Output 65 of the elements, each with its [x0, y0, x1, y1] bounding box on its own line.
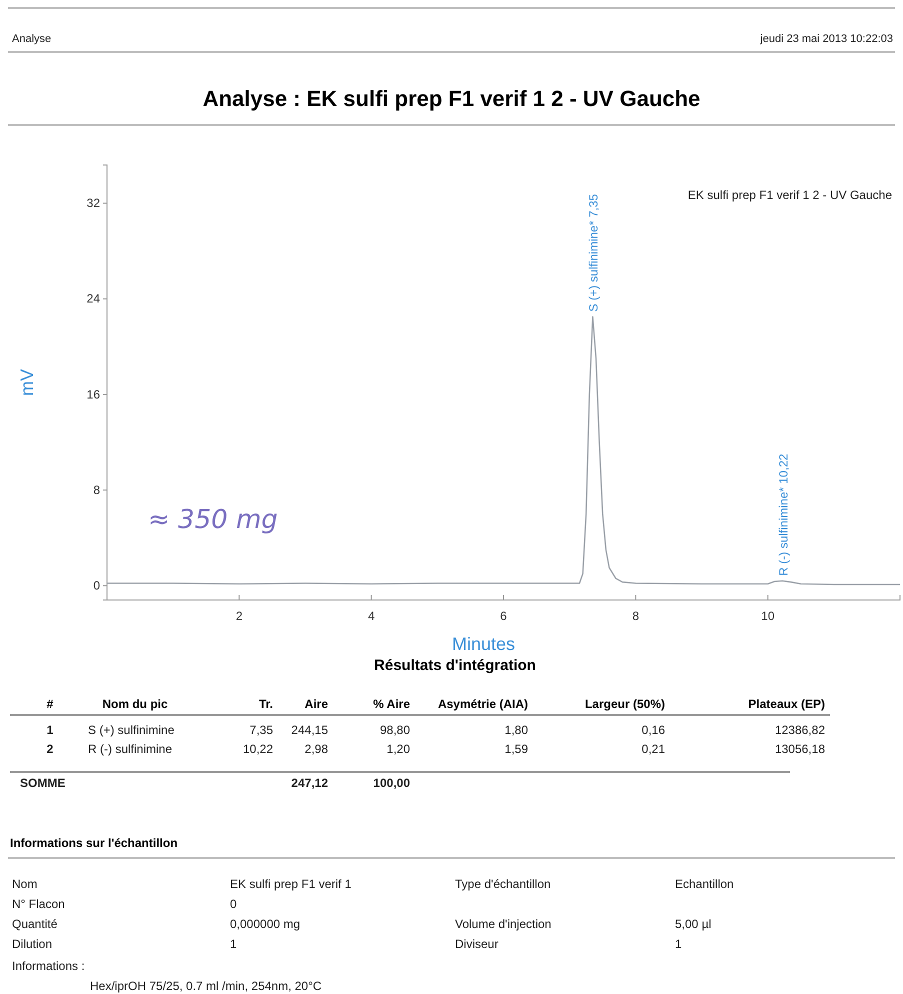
y-axis-title: mV [17, 369, 37, 396]
text: 1 [230, 937, 237, 951]
text: 10,22 [242, 742, 273, 756]
text: N° Flacon [12, 897, 65, 911]
text: Résultats d'intégration [374, 657, 536, 674]
y-tick-label: 16 [86, 387, 100, 402]
text: EK sulfi prep F1 verif 1 2 - UV Gauche [688, 188, 892, 202]
x-tick-label: 2 [236, 608, 243, 623]
text: 2,98 [304, 742, 328, 756]
annotation: ≈ 350 mg [148, 505, 278, 535]
category-label: Asymétrie (AIA) [438, 697, 528, 711]
text: EK sulfi prep F1 verif 1 [230, 877, 352, 891]
text: Informations : [12, 959, 85, 973]
text: Type d'échantillon [455, 877, 551, 891]
text: 1,59 [504, 742, 528, 756]
y-tick-label: 0 [93, 578, 100, 592]
text: Analyse [12, 33, 52, 45]
text: Nom [12, 877, 38, 891]
text: 98,80 [380, 723, 410, 737]
text: Quantité [12, 917, 58, 931]
x-tick-label: 10 [761, 608, 775, 623]
text: 244,15 [291, 723, 328, 737]
text: 1 [46, 723, 54, 737]
text: 13056,18 [774, 742, 825, 756]
text: SOMME [20, 776, 66, 790]
text: Diviseur [455, 937, 498, 951]
category-label: # [46, 697, 54, 711]
text: 2 [46, 742, 54, 756]
category-label: Largeur (50%) [584, 697, 665, 711]
y-tick-label: 8 [93, 482, 100, 497]
category-label: Nom du pic [102, 697, 168, 711]
x-tick-label: 4 [368, 608, 375, 623]
text: 0,000000 mg [230, 917, 300, 931]
text: R (-) sulfinimine [88, 742, 172, 756]
text: 0,21 [642, 742, 665, 756]
text: 12386,82 [774, 723, 825, 737]
category-label: Tr. [258, 697, 273, 711]
text: S (+) sulfinimine [88, 723, 174, 737]
annotation: R (-) sulfinimine* 10,22 [776, 454, 790, 576]
category-label: Aire [304, 697, 328, 711]
text: Volume d'injection [455, 917, 552, 931]
x-tick-label: 8 [632, 608, 640, 623]
text: Echantillon [675, 877, 734, 891]
y-tick-label: 32 [86, 196, 100, 210]
text: Informations sur l'échantillon [10, 836, 178, 850]
text: 100,00 [373, 776, 410, 790]
text: 7,35 [250, 723, 273, 737]
text: 0,16 [642, 723, 665, 737]
text: 0 [230, 897, 237, 911]
x-tick-label: 6 [500, 608, 508, 623]
chart-title: Analyse : EK sulfi prep F1 verif 1 2 - UV Gauche [202, 86, 700, 111]
text: Dilution [12, 937, 52, 951]
text: 1,20 [386, 742, 410, 756]
annotation: S (+) sulfinimine* 7,35 [586, 194, 601, 312]
text: 1 [675, 937, 682, 951]
category-label: % Aire [373, 697, 410, 711]
category-label: Plateaux (EP) [748, 697, 825, 711]
line-series [106, 316, 901, 586]
text: jeudi 23 mai 2013 10:22:03 [759, 33, 893, 45]
text: Hex/iprOH 75/25, 0.7 ml /min, 254nm, 20°C [90, 979, 322, 993]
x-axis-title: Minutes [452, 634, 516, 654]
text: 5,00 µl [675, 917, 712, 931]
text: 247,12 [291, 776, 328, 790]
y-tick-label: 24 [86, 292, 100, 306]
text: 1,80 [504, 723, 528, 737]
